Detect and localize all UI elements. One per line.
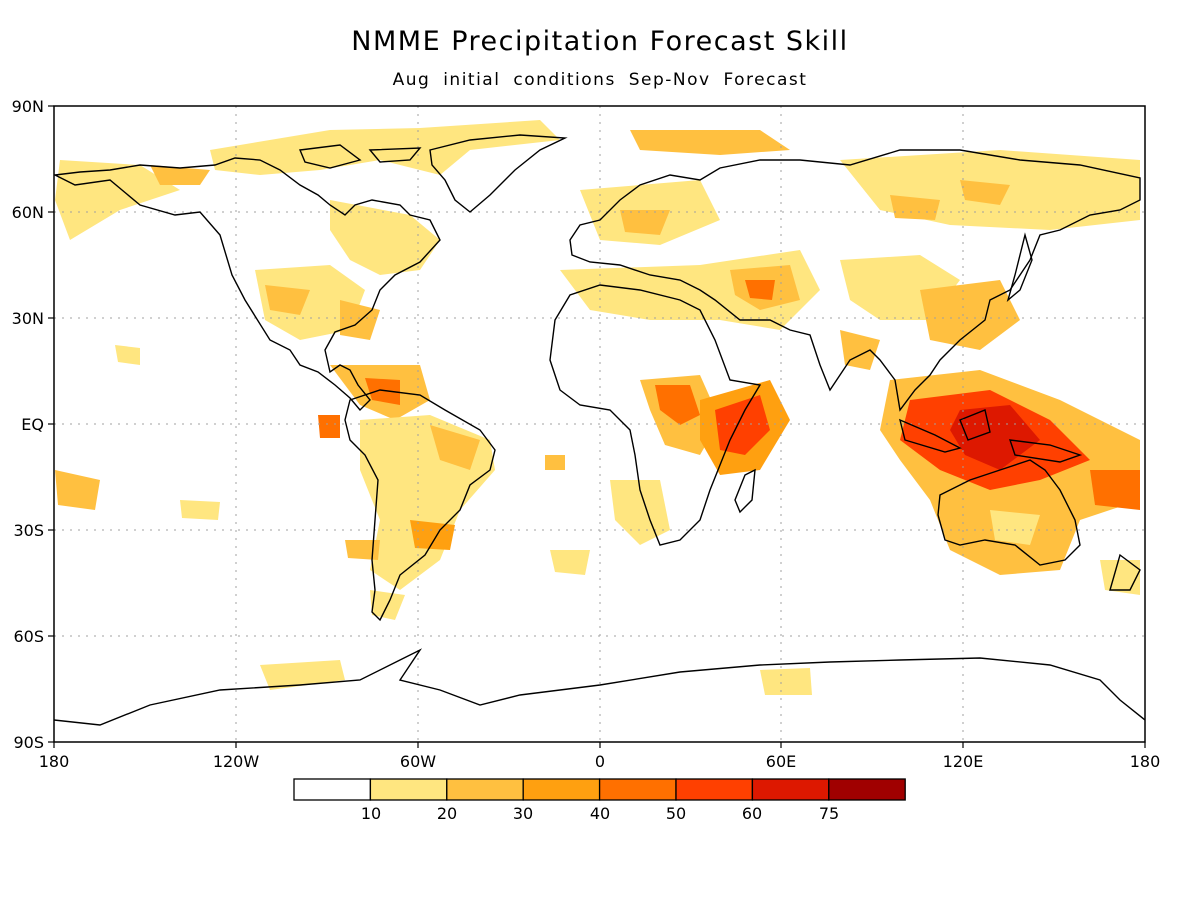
skill-region <box>610 480 670 545</box>
lat-label: 90S <box>13 733 44 752</box>
skill-region <box>840 330 880 370</box>
colorbar-label: 40 <box>589 804 611 823</box>
colorbar-box <box>675 778 754 801</box>
lon-label: 180 <box>38 752 70 771</box>
skill-region <box>410 520 455 550</box>
colorbar-label: 60 <box>741 804 763 823</box>
lat-label: 30S <box>13 521 44 540</box>
skill-region <box>620 210 670 235</box>
colorbar-box <box>522 778 601 801</box>
colorbar-label: 20 <box>436 804 458 823</box>
skill-region <box>1100 560 1140 595</box>
skill-region <box>990 510 1040 545</box>
gridlines <box>54 106 1145 742</box>
skill-region <box>960 180 1010 205</box>
lat-label: 90N <box>11 97 44 116</box>
colorbar-label: 50 <box>665 804 687 823</box>
skill-region <box>150 165 210 185</box>
colorbar-box <box>598 778 677 801</box>
colorbar-box <box>293 778 372 801</box>
skill-region <box>760 668 812 695</box>
lat-label: EQ <box>21 415 44 434</box>
skill-region <box>55 160 180 240</box>
lat-label: 60S <box>13 627 44 646</box>
skill-region <box>255 265 365 340</box>
skill-region <box>715 395 770 455</box>
colorbar-label: 30 <box>512 804 534 823</box>
skill-region <box>655 385 700 425</box>
lat-label: 30N <box>11 309 44 328</box>
axis-ticks <box>48 105 1146 748</box>
skill-region <box>345 540 380 560</box>
lon-label: 120W <box>212 752 260 771</box>
skill-region <box>920 280 1020 350</box>
skill-region <box>630 130 790 155</box>
skill-region <box>55 470 100 510</box>
colorbar-box <box>446 778 524 801</box>
skill-region <box>950 405 1040 470</box>
colorbar-box <box>828 778 906 801</box>
coastlines <box>54 134 1145 726</box>
lon-label: 180 <box>1129 752 1161 771</box>
lon-label: 60W <box>399 752 437 771</box>
skill-region <box>550 550 590 575</box>
skill-region <box>210 120 560 175</box>
colorbar-box <box>369 778 448 801</box>
skill-region <box>180 500 220 520</box>
colorbar-box <box>751 778 830 801</box>
skill-region <box>745 280 775 300</box>
lon-label: 60E <box>765 752 797 771</box>
lon-label: 0 <box>594 752 606 771</box>
skill-region <box>115 345 140 365</box>
map-title: NMME Precipitation Forecast Skill <box>351 26 849 57</box>
lat-label: 60N <box>11 203 44 222</box>
skill-region <box>430 425 480 470</box>
colorbar-label: 10 <box>360 804 382 823</box>
lon-label: 120E <box>942 752 984 771</box>
skill-region <box>330 200 440 275</box>
map-subtitle: Aug initial conditions Sep-Nov Forecast <box>392 70 808 90</box>
skill-region <box>318 415 340 438</box>
skill-region <box>260 660 345 690</box>
colorbar <box>293 778 906 801</box>
skill-region <box>545 455 565 470</box>
skill-region <box>265 285 310 315</box>
skill-region <box>890 195 940 220</box>
skill-region <box>365 378 400 405</box>
colorbar-label: 75 <box>818 804 840 823</box>
skill-region <box>1090 470 1140 510</box>
